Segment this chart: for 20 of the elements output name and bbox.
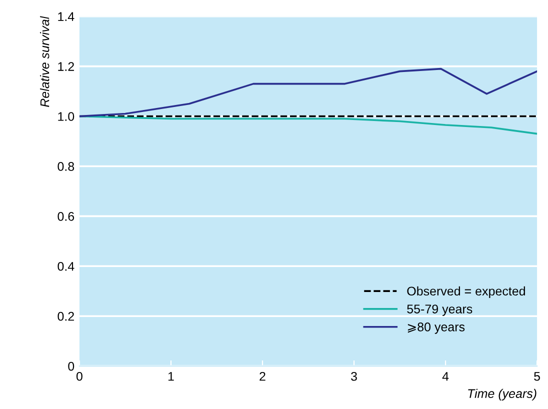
- x-tick-label: 3: [351, 372, 357, 381]
- x-tick-label: 2: [260, 372, 266, 381]
- y-tick-label: 0.4: [58, 262, 74, 271]
- legend-label: ⩾80 years: [408, 322, 465, 334]
- x-tick-label: 1: [168, 372, 174, 381]
- y-axis-title: Relative survival: [40, 16, 50, 107]
- y-tick-label: 0.6: [58, 212, 74, 221]
- y-tick-label: 1.2: [58, 62, 74, 71]
- y-tick-label: 0.8: [58, 162, 74, 171]
- x-axis-title: Time (years): [468, 388, 536, 400]
- y-tick-label: 0.2: [58, 312, 74, 321]
- y-tick-label: 0: [68, 362, 74, 371]
- legend-label: Observed = expected: [407, 286, 525, 298]
- y-tick-label: 1.4: [58, 12, 74, 21]
- y-tick-label: 1.0: [58, 112, 74, 121]
- line-series: [79, 68, 538, 118]
- legend-label: 55-79 years: [407, 304, 472, 316]
- x-tick-label: 0: [76, 372, 82, 381]
- x-tick-label: 4: [442, 372, 449, 381]
- x-tick-label: 5: [534, 372, 540, 381]
